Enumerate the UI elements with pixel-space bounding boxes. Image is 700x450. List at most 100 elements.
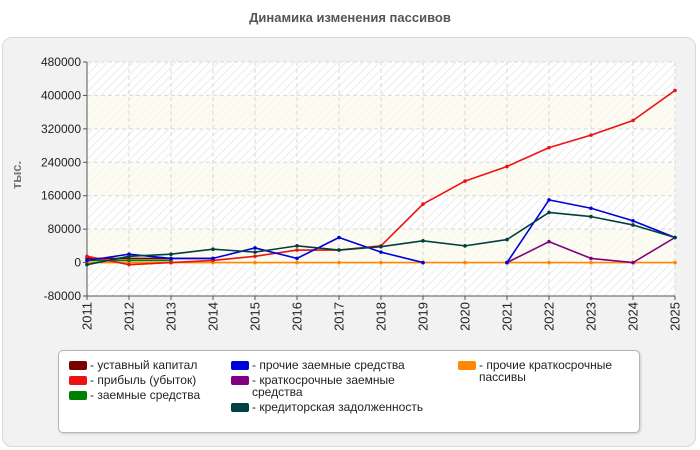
y-tick-label: 160000: [41, 189, 81, 203]
y-tick-label: 240000: [41, 155, 81, 169]
data-point: [421, 239, 425, 243]
data-point: [547, 260, 551, 265]
data-point: [673, 235, 677, 240]
x-tick-label: 2015: [248, 302, 263, 331]
data-point: [253, 250, 257, 254]
x-tick-label: 2017: [332, 302, 347, 331]
data-point: [379, 244, 383, 249]
legend-item: - заемные средства: [69, 389, 219, 401]
data-point: [85, 254, 89, 259]
data-point: [589, 256, 593, 261]
x-tick-label: 2019: [416, 302, 431, 331]
legend-swatch: [231, 361, 249, 370]
data-point: [253, 246, 257, 250]
data-point: [337, 248, 341, 252]
data-point: [127, 258, 131, 263]
x-tick-label: 2023: [584, 302, 599, 331]
legend-item: - кредиторская задолженность: [231, 401, 431, 413]
data-point: [547, 210, 551, 215]
series-5: [85, 210, 677, 267]
data-point: [295, 244, 299, 248]
data-point: [631, 118, 635, 123]
x-tick-label: 2020: [458, 302, 473, 331]
chart-title: Динамика изменения пассивов: [249, 10, 451, 25]
x-tick-label: 2011: [80, 302, 95, 330]
data-point: [505, 260, 509, 265]
x-tick-label: 2024: [626, 302, 641, 331]
data-point: [253, 260, 257, 265]
data-point: [295, 256, 299, 261]
data-point: [547, 239, 551, 244]
legend-label: - прочие краткосрочные пассивы: [479, 358, 613, 384]
data-point: [337, 260, 341, 265]
legend-label: - краткосрочные заемные средства: [252, 373, 395, 399]
data-point: [127, 262, 131, 267]
x-tick-label: 2014: [206, 302, 221, 331]
data-point: [127, 254, 131, 259]
legend-swatch: [231, 403, 249, 412]
data-point: [673, 260, 677, 265]
legend-swatch: [69, 391, 87, 400]
data-point: [631, 218, 635, 223]
y-tick-label: 0: [74, 256, 81, 270]
data-point: [421, 202, 425, 206]
legend-swatch: [69, 361, 87, 370]
x-tick-label: 2012: [122, 302, 137, 331]
data-point: [463, 179, 467, 183]
data-point: [589, 206, 593, 211]
data-point: [547, 198, 551, 202]
x-tick-label: 2025: [668, 302, 683, 331]
legend-item: - прочие заемные средства: [231, 359, 431, 371]
chart-legend: - уставный капитал - прибыль (убыток) - за…: [58, 350, 640, 433]
data-point: [505, 237, 509, 242]
data-point: [85, 262, 89, 267]
x-tick-label: 2018: [374, 302, 389, 331]
data-point: [253, 254, 257, 259]
data-point: [463, 260, 467, 265]
data-point: [547, 145, 551, 150]
legend-swatch: [69, 376, 87, 385]
data-point: [295, 260, 299, 265]
data-point: [85, 258, 89, 263]
data-point: [337, 235, 341, 240]
data-point: [631, 260, 635, 265]
legend-swatch: [458, 361, 476, 370]
legend-label: - прочие заемные средства: [252, 358, 405, 372]
legend-item: - уставный капитал: [69, 359, 219, 371]
data-point: [295, 248, 299, 252]
y-tick-label: 480000: [41, 55, 81, 69]
data-point: [589, 133, 593, 137]
legend-swatch: [231, 376, 249, 385]
legend-label: - прибыль (убыток): [90, 373, 197, 387]
x-tick-label: 2022: [542, 302, 557, 331]
x-tick-label: 2021: [500, 302, 515, 331]
y-tick-label: -80000: [44, 289, 82, 303]
legend-item: - краткосрочные заемные средства: [231, 374, 431, 398]
data-point: [379, 250, 383, 254]
legend-item: - прибыль (убыток): [69, 374, 219, 386]
data-point: [169, 260, 173, 265]
y-tick-label: 400000: [41, 88, 81, 102]
data-point: [169, 252, 173, 257]
data-point: [505, 164, 509, 169]
y-tick-label: 80000: [48, 222, 82, 236]
data-point: [673, 88, 677, 93]
y-axis-label: тыс.: [9, 161, 24, 189]
data-point: [631, 223, 635, 227]
y-tick-label: 320000: [41, 122, 81, 136]
data-point: [421, 260, 425, 265]
data-point: [463, 244, 467, 248]
data-point: [589, 260, 593, 265]
data-point: [211, 247, 215, 251]
legend-label: - кредиторская задолженность: [252, 400, 424, 414]
x-tick-label: 2013: [164, 302, 179, 331]
x-tick-label: 2016: [290, 302, 305, 331]
data-point: [169, 256, 173, 261]
legend-item: - прочие краткосрочные пассивы: [458, 359, 633, 383]
data-point: [379, 260, 383, 265]
legend-label: - уставный капитал: [90, 358, 198, 372]
data-point: [589, 214, 593, 219]
legend-label: - заемные средства: [90, 388, 201, 402]
data-point: [211, 256, 215, 261]
